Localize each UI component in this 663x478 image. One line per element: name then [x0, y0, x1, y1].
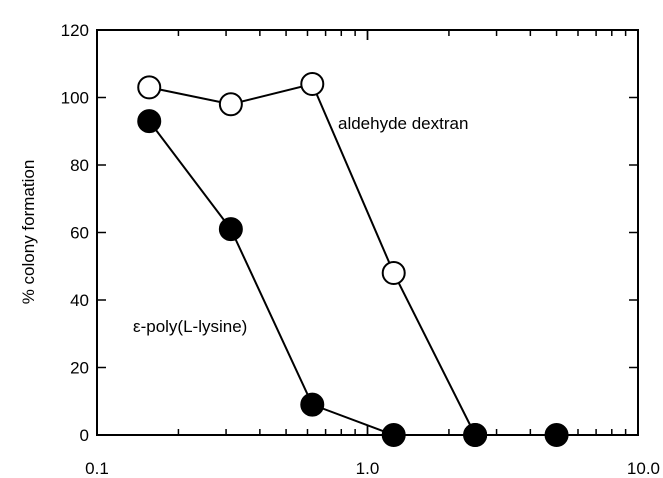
- series-line-0: [149, 82, 477, 436]
- series-line-1: [148, 120, 557, 436]
- y-axis-label: % colony formation: [19, 160, 38, 305]
- plot-frame: [96, 29, 639, 436]
- y-tick-label: 120: [61, 21, 89, 40]
- lines-layer: [148, 82, 557, 436]
- series-label-aldehyde-dextran: aldehyde dextran: [338, 114, 468, 133]
- open-point: [137, 75, 162, 100]
- open-point: [381, 261, 406, 285]
- filled-point: [463, 423, 488, 447]
- labels-layer: 0 20 40 60 80 100 120 0.1 1.0 10.0: [61, 21, 660, 478]
- y-tick-label: 0: [80, 426, 89, 445]
- filled-point: [381, 423, 406, 447]
- ticks-layer: [96, 29, 639, 436]
- open-point: [300, 72, 325, 96]
- x-tick-label: 1.0: [356, 459, 380, 478]
- x-tick-label: 0.1: [85, 459, 109, 478]
- x-tick-label: 10.0: [627, 459, 660, 478]
- filled-point: [137, 109, 162, 134]
- filled-point: [544, 423, 569, 447]
- y-tick-label: 80: [70, 156, 89, 175]
- points-layer: [137, 72, 569, 447]
- y-tick-label: 60: [70, 224, 89, 243]
- y-tick-label: 40: [70, 291, 89, 310]
- open-point: [218, 92, 243, 117]
- filled-point: [218, 217, 243, 242]
- series-label-epoly-lysine: ε-poly(L-lysine): [133, 317, 247, 336]
- y-tick-label: 20: [70, 359, 89, 378]
- y-tick-label: 100: [61, 89, 89, 108]
- filled-point: [300, 392, 325, 417]
